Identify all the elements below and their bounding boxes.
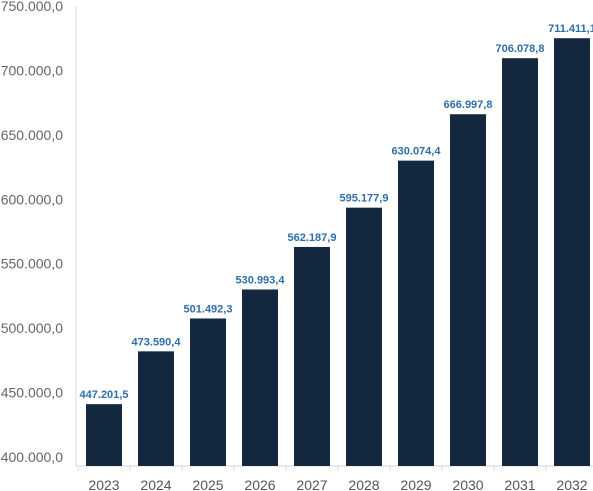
bar-value-label: 501.492,3 xyxy=(184,303,233,315)
bar xyxy=(138,351,174,466)
bar xyxy=(86,404,122,466)
bar-series xyxy=(86,38,590,467)
bar xyxy=(502,58,538,467)
bar xyxy=(554,38,590,466)
x-tick-label: 2024 xyxy=(140,477,171,491)
bar-value-label: 711.411,1 xyxy=(548,23,593,35)
x-tick-label: 2027 xyxy=(296,477,327,491)
bar-value-label: 630.074,4 xyxy=(392,146,442,158)
bar xyxy=(294,246,330,466)
bar-value-label: 447.201,5 xyxy=(80,389,129,401)
bar xyxy=(190,318,226,466)
bar xyxy=(398,160,434,466)
bar xyxy=(242,289,278,466)
bar-value-label: 473.590,4 xyxy=(132,336,182,348)
x-tick-label: 2029 xyxy=(400,477,431,491)
y-axis-ticks: 400.000,0 450.000,0 500.000,0 550.000,0 600.… xyxy=(1,0,63,465)
bar-value-label: 530.993,4 xyxy=(236,274,286,286)
y-tick-label: 700.000,0 xyxy=(1,62,63,78)
x-tick-label: 2023 xyxy=(88,477,119,491)
x-tick-label: 2032 xyxy=(556,477,587,491)
bar-value-label: 562.187,9 xyxy=(288,232,337,244)
x-tick-label: 2030 xyxy=(452,477,483,491)
x-tick-label: 2026 xyxy=(244,477,275,491)
bar xyxy=(346,207,382,466)
x-axis-ticks: 2023 2024 2025 2026 2027 2028 2029 2030 2031 2032 xyxy=(77,466,588,491)
y-tick-label: 400.000,0 xyxy=(1,449,63,465)
y-tick-label: 500.000,0 xyxy=(1,320,63,336)
bar-value-label: 595.177,9 xyxy=(340,193,389,205)
x-tick-label: 2025 xyxy=(192,477,223,491)
y-tick-label: 450.000,0 xyxy=(1,385,63,401)
y-tick-label: 550.000,0 xyxy=(1,256,63,272)
bar-value-label: 706.078,8 xyxy=(496,43,545,55)
x-tick-label: 2028 xyxy=(348,477,379,491)
bar-value-label: 666.997,8 xyxy=(444,99,493,111)
x-tick-label: 2031 xyxy=(504,477,535,491)
y-tick-label: 650.000,0 xyxy=(1,127,63,143)
bar xyxy=(450,114,486,467)
y-tick-label: 750.000,0 xyxy=(1,0,63,14)
y-tick-label: 600.000,0 xyxy=(1,191,63,207)
data-labels: 447.201,5 473.590,4 501.492,3 530.993,4 562.… xyxy=(80,23,593,401)
